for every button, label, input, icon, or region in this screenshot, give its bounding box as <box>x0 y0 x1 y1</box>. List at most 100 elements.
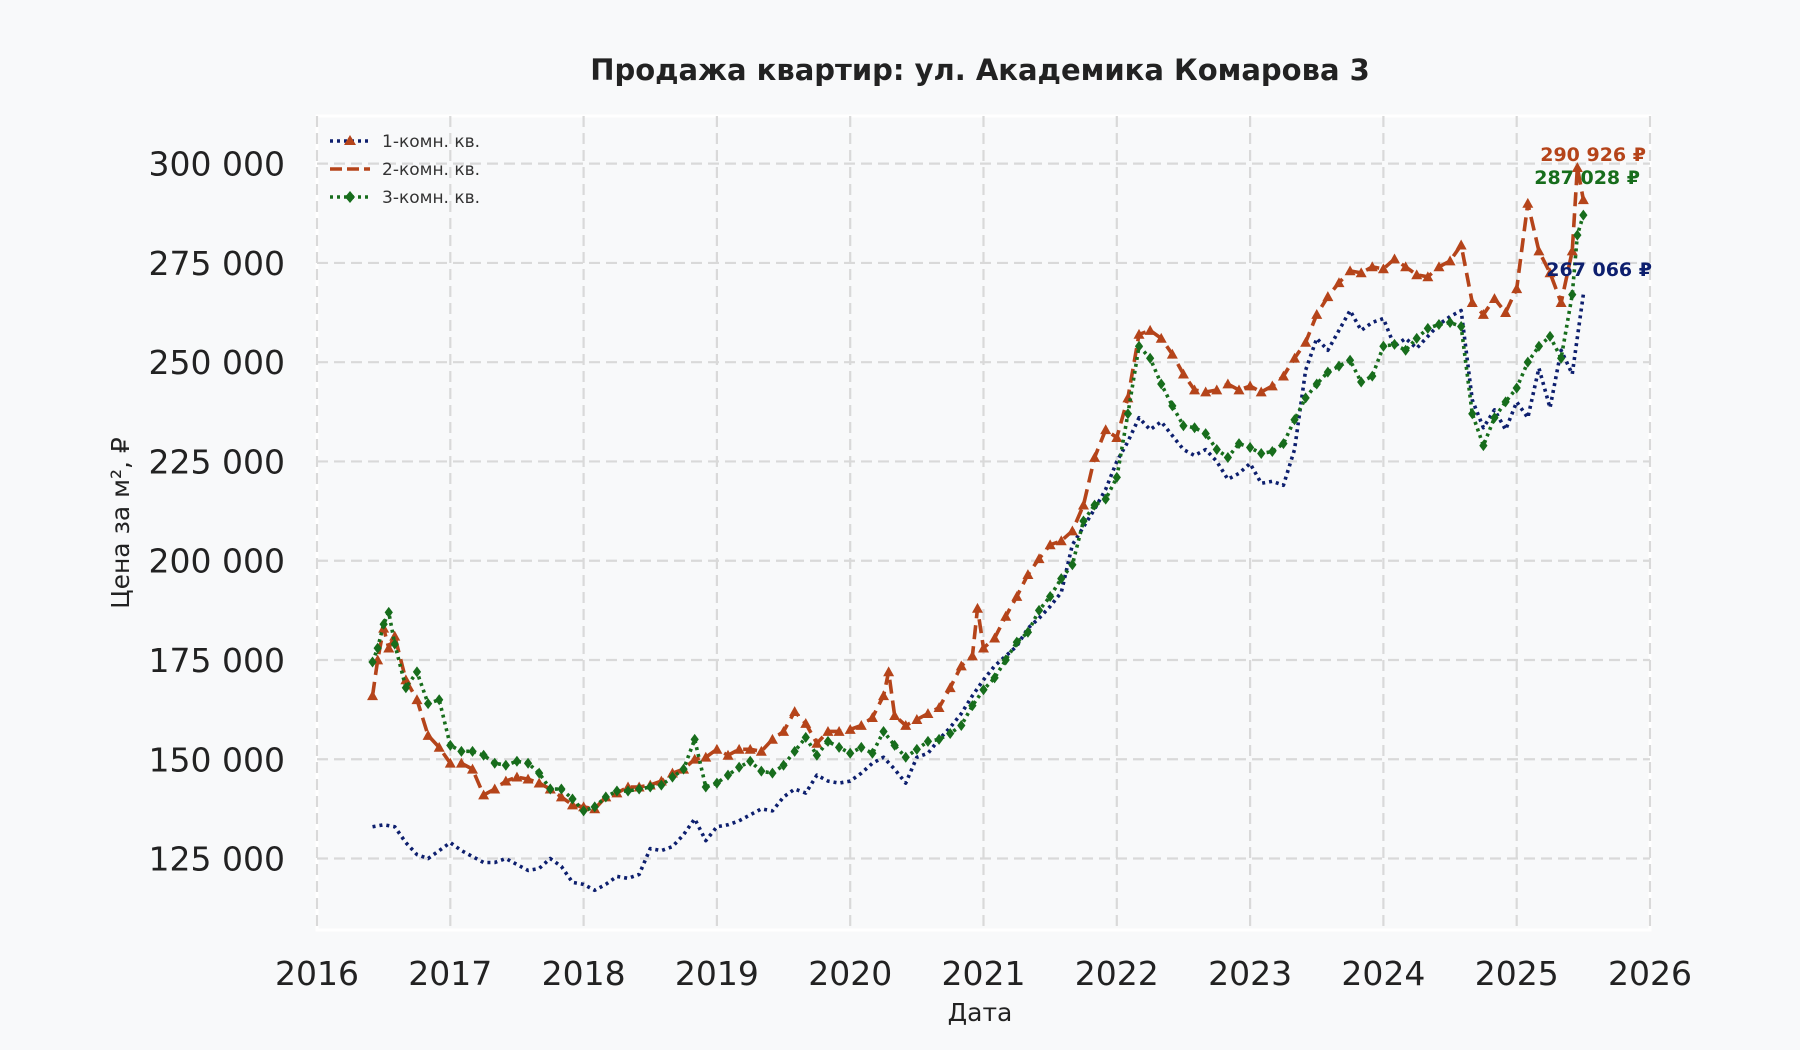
data-point <box>923 735 933 747</box>
data-point <box>822 725 834 736</box>
data-point <box>957 720 966 732</box>
data-point <box>1044 539 1056 550</box>
data-point <box>866 712 878 722</box>
data-point <box>489 783 501 794</box>
data-point <box>1534 340 1544 352</box>
legend-item-3-комн-кв: 3-комн. кв. <box>330 188 480 208</box>
end-labels: 267 066 ₽ 290 926 ₽287 028 ₽ <box>1534 144 1652 281</box>
data-point <box>533 777 545 788</box>
y-tick-label: 225 000 <box>149 442 285 481</box>
data-point <box>1466 297 1478 308</box>
data-point <box>933 702 945 713</box>
x-tick-label: 2022 <box>1075 954 1159 993</box>
data-point <box>1233 384 1245 395</box>
data-point <box>978 642 989 653</box>
data-point <box>723 769 733 781</box>
data-point <box>1571 162 1583 173</box>
data-point <box>635 783 644 795</box>
data-point <box>901 751 910 763</box>
legend-marker <box>344 135 356 145</box>
data-point <box>757 765 766 777</box>
grid <box>315 116 1652 930</box>
data-point <box>1355 267 1367 278</box>
x-tick-label: 2021 <box>942 954 1026 993</box>
y-tick-label: 150 000 <box>149 740 285 779</box>
data-point <box>1344 265 1356 276</box>
data-point <box>955 660 967 671</box>
data-point <box>1479 440 1488 452</box>
data-point <box>890 739 899 751</box>
data-point <box>601 791 610 803</box>
x-tick-label: 2020 <box>808 954 892 993</box>
data-point <box>1501 396 1510 408</box>
data-point <box>811 737 823 748</box>
data-point <box>1022 569 1034 580</box>
data-point <box>701 781 710 793</box>
data-point <box>1112 471 1121 483</box>
data-point <box>478 789 490 800</box>
data-point <box>546 783 555 795</box>
data-point <box>1155 332 1167 343</box>
end-label-1-комн-кв: 267 066 ₽ <box>1546 259 1652 281</box>
data-point <box>1133 328 1145 339</box>
data-point <box>1389 253 1401 264</box>
data-point <box>1545 330 1555 342</box>
chart-title: Продажа квартир: ул. Академика Комарова … <box>590 53 1370 87</box>
x-tick-label: 2026 <box>1608 954 1692 993</box>
data-point <box>878 690 890 701</box>
y-tick-label: 175 000 <box>149 641 285 680</box>
data-point <box>1012 636 1021 648</box>
data-point <box>1089 451 1101 462</box>
plot-area <box>315 114 1652 932</box>
data-point <box>846 747 855 759</box>
data-point <box>590 801 599 813</box>
data-point <box>768 767 777 779</box>
data-point <box>990 672 999 684</box>
series-1-комн-кв <box>372 294 1586 893</box>
data-point <box>501 759 510 771</box>
data-point <box>623 785 633 797</box>
data-point <box>379 618 388 630</box>
data-point <box>679 763 688 775</box>
data-point <box>1177 368 1189 379</box>
data-point <box>1068 559 1077 571</box>
data-point <box>1222 378 1234 389</box>
data-point <box>1457 320 1466 332</box>
data-point <box>1046 590 1055 602</box>
data-point <box>972 602 984 613</box>
data-point <box>1400 261 1412 272</box>
x-tick-label: 2016 <box>275 954 359 993</box>
data-point <box>512 755 522 767</box>
data-point <box>1201 428 1210 440</box>
x-axis: 2016 2017 2018 2019 2020 2021 2022 2023 2024 2025… <box>275 954 1692 993</box>
data-point <box>979 684 988 696</box>
data-point <box>879 725 888 737</box>
data-point <box>1100 424 1112 435</box>
data-point <box>1023 626 1033 638</box>
y-tick-label: 125 000 <box>149 840 285 879</box>
data-point <box>1555 297 1567 308</box>
data-point <box>1190 422 1199 434</box>
data-point <box>511 771 523 782</box>
data-point <box>1234 438 1244 450</box>
data-point <box>1200 386 1212 397</box>
data-point <box>912 743 921 755</box>
data-point <box>690 733 699 745</box>
legend-item-1-комн-кв: 1-комн. кв. <box>330 132 480 152</box>
series-layer <box>367 162 1589 893</box>
data-point <box>1034 604 1044 616</box>
data-point <box>490 757 499 769</box>
data-point <box>1189 384 1201 395</box>
data-point <box>433 741 445 752</box>
data-point <box>1123 408 1133 420</box>
legend-label: 2-комн. кв. <box>382 160 480 180</box>
data-point <box>946 727 955 739</box>
data-point <box>1323 366 1332 378</box>
data-point <box>1166 348 1178 359</box>
data-point <box>390 638 399 650</box>
data-point <box>383 642 395 653</box>
series-line <box>372 294 1586 893</box>
data-point <box>1179 420 1188 432</box>
